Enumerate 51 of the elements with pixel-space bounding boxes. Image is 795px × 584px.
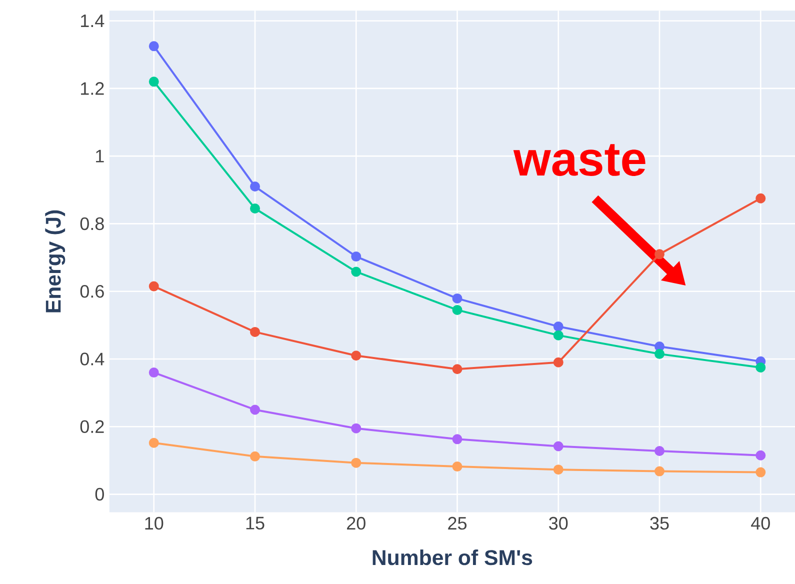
point	[351, 251, 362, 262]
point	[148, 41, 159, 52]
point	[756, 467, 766, 478]
annotation: waste	[513, 144, 646, 176]
y-tick-label: 0.8	[80, 217, 104, 230]
point	[351, 423, 362, 434]
x-tick-label: 20	[347, 516, 366, 530]
point	[452, 304, 462, 315]
y-tick-label: 0.6	[80, 284, 104, 298]
point	[654, 348, 664, 359]
y-tick-label: 1.4	[81, 14, 104, 27]
y-tick-label: 0.2	[80, 420, 104, 433]
point	[756, 450, 766, 460]
x-tick-label: 35	[650, 516, 669, 530]
point	[553, 441, 564, 452]
point	[250, 451, 260, 462]
point	[250, 326, 260, 337]
point	[148, 367, 159, 378]
point	[553, 321, 564, 332]
point	[148, 76, 159, 87]
x-tick-label: 15	[246, 516, 264, 530]
point	[351, 266, 362, 277]
point	[250, 203, 260, 214]
point	[148, 438, 159, 448]
y-tick-label: 1.2	[81, 82, 104, 95]
point	[452, 293, 462, 304]
x-tick-label: 25	[448, 516, 467, 530]
point	[553, 464, 564, 474]
point	[250, 181, 260, 192]
point	[148, 281, 159, 292]
point	[553, 330, 564, 340]
point	[351, 350, 362, 361]
point	[756, 193, 766, 204]
point	[452, 461, 462, 472]
point	[452, 364, 462, 374]
point	[756, 362, 766, 372]
y-tick-label: 0.4	[80, 352, 104, 366]
point	[553, 357, 564, 368]
x-tick-label: 30	[549, 516, 568, 530]
x-tick-label: 10	[145, 516, 164, 530]
point	[654, 249, 664, 260]
x-axis-title: Number of SM's	[372, 549, 532, 566]
y-tick-label: 1	[96, 150, 104, 162]
point	[654, 446, 664, 456]
point	[452, 434, 462, 444]
y-tick-label: 0	[95, 488, 104, 501]
x-tick-label: 40	[751, 516, 770, 530]
point	[351, 458, 362, 468]
point	[250, 404, 260, 415]
y-axis-title: Energy (J)	[45, 210, 66, 312]
point	[654, 466, 664, 476]
